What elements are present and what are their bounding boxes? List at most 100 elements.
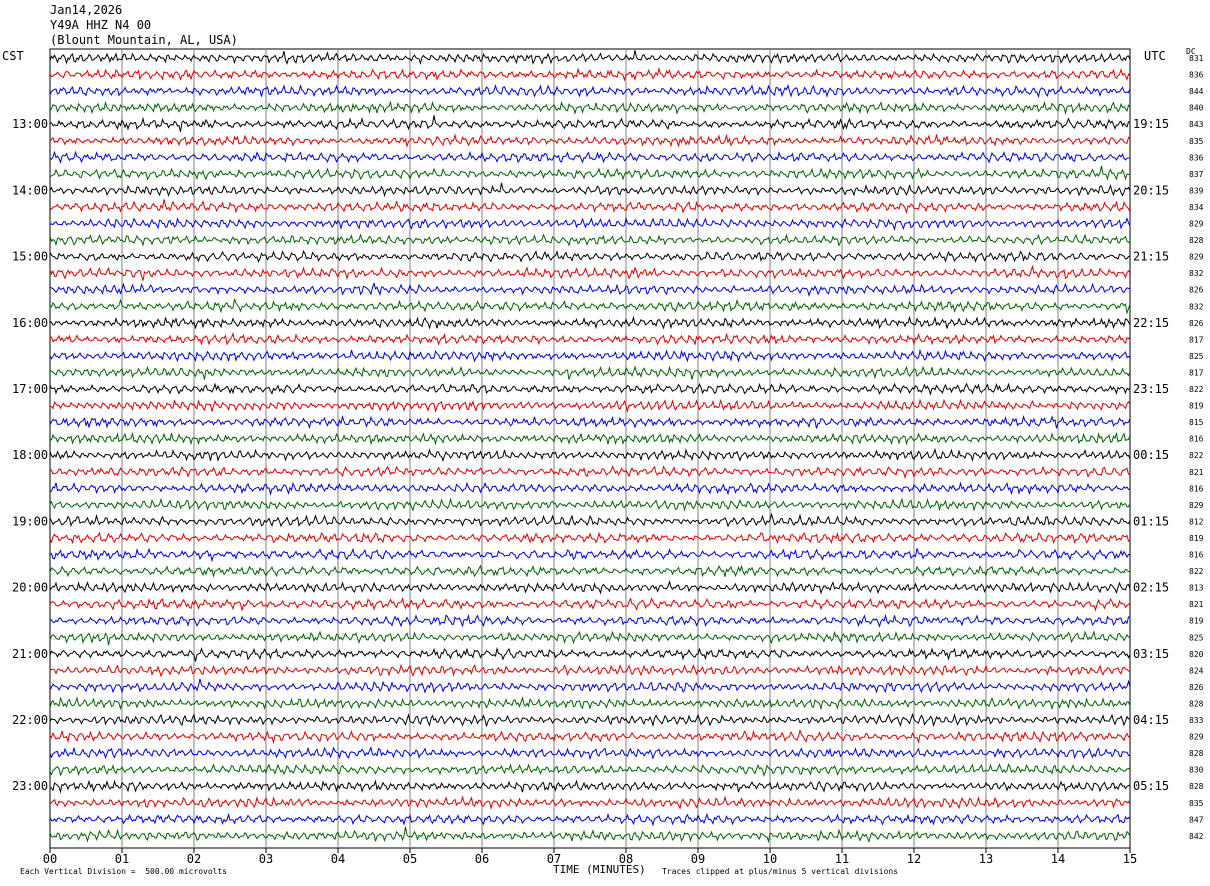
trace-row-40 xyxy=(49,696,1131,711)
label-layer: 00 01 02 03 04 05 06 07 08 09 10 11 12 13 14 15 831 836 84… xyxy=(12,54,1204,866)
trace-row-38 xyxy=(49,663,1131,678)
left-hour-label: 13:00 xyxy=(12,117,48,131)
trace-row-27 xyxy=(49,481,1131,496)
trace-row-47 xyxy=(49,812,1131,827)
trace-row-12 xyxy=(49,233,1131,247)
header-location: (Blount Mountain, AL, USA) xyxy=(50,33,238,47)
x-tick-label: 08 xyxy=(619,852,633,866)
dc-offset-label: 819 xyxy=(1189,402,1204,411)
right-timezone-label: UTC xyxy=(1144,49,1166,63)
left-hour-label: 23:00 xyxy=(12,779,48,793)
x-tick-label: 04 xyxy=(331,852,345,866)
right-hour-label: 23:15 xyxy=(1133,382,1169,396)
trace-row-18 xyxy=(49,332,1131,346)
trace-row-35 xyxy=(49,613,1131,628)
x-tick-label: 07 xyxy=(547,852,561,866)
x-axis-title: TIME (MINUTES) xyxy=(553,863,646,876)
trace-row-24 xyxy=(49,431,1131,446)
trace-row-8 xyxy=(49,165,1131,181)
right-hour-label: 04:15 xyxy=(1133,713,1169,727)
trace-row-32 xyxy=(49,564,1131,578)
dc-offset-label: 820 xyxy=(1189,650,1204,659)
scale-note: Each Vertical Division = 500.00 microvol… xyxy=(20,867,228,876)
trace-row-30 xyxy=(49,531,1131,545)
left-hour-label: 20:00 xyxy=(12,581,48,595)
trace-row-11 xyxy=(49,216,1131,232)
plot-frame xyxy=(49,48,1131,849)
x-tick-label: 11 xyxy=(835,852,849,866)
dc-offset-label: 816 xyxy=(1189,551,1204,560)
dc-offset-label: 817 xyxy=(1189,335,1204,344)
x-tick-label: 09 xyxy=(691,852,705,866)
left-hour-label: 18:00 xyxy=(12,448,48,462)
trace-row-7 xyxy=(49,150,1131,165)
x-tick-label: 02 xyxy=(187,852,201,866)
x-tick-label: 06 xyxy=(475,852,489,866)
x-tick-label: 03 xyxy=(259,852,273,866)
dc-offset-label: 821 xyxy=(1189,468,1204,477)
dc-offset-label: 817 xyxy=(1189,368,1204,377)
trace-row-4 xyxy=(49,100,1131,116)
x-tick-label: 05 xyxy=(403,852,417,866)
trace-row-16 xyxy=(49,298,1131,315)
dc-offset-label: 836 xyxy=(1189,71,1204,80)
dc-offset-label: 832 xyxy=(1189,302,1204,311)
dc-offset-label: 829 xyxy=(1189,253,1204,262)
dc-offset-label: 815 xyxy=(1189,418,1204,427)
trace-row-48 xyxy=(49,826,1131,844)
trace-row-29 xyxy=(49,512,1131,528)
trace-row-25 xyxy=(49,447,1131,463)
trace-row-43 xyxy=(49,746,1131,761)
trace-row-14 xyxy=(49,264,1131,281)
trace-row-23 xyxy=(49,414,1131,429)
right-hour-label: 05:15 xyxy=(1133,779,1169,793)
left-hour-label: 15:00 xyxy=(12,250,48,264)
dc-offset-label: 825 xyxy=(1189,633,1204,642)
dc-offset-label: 822 xyxy=(1189,567,1204,576)
dc-offset-label: 826 xyxy=(1189,683,1204,692)
x-tick-label: 14 xyxy=(1051,852,1065,866)
header-date: Jan14,2026 xyxy=(50,3,123,17)
trace-row-17 xyxy=(49,315,1131,330)
x-tick-label: 15 xyxy=(1123,852,1137,866)
dc-offset-label: 830 xyxy=(1189,766,1204,775)
dc-offset-label: 819 xyxy=(1189,534,1204,543)
trace-row-46 xyxy=(49,795,1131,811)
trace-row-9 xyxy=(49,182,1131,198)
right-hour-label: 01:15 xyxy=(1133,514,1169,528)
right-hour-label: 03:15 xyxy=(1133,647,1169,661)
dc-offset-label: 828 xyxy=(1189,699,1204,708)
dc-offset-label: 828 xyxy=(1189,236,1204,245)
clip-note: Traces clipped at plus/minus 5 vertical … xyxy=(662,867,899,876)
trace-row-31 xyxy=(49,547,1131,563)
dc-offset-label: 829 xyxy=(1189,501,1204,510)
dc-label: DC xyxy=(1186,47,1196,56)
x-tick-label: 13 xyxy=(979,852,993,866)
dc-offset-label: 843 xyxy=(1189,120,1204,129)
dc-offset-label: 834 xyxy=(1189,203,1204,212)
trace-row-28 xyxy=(49,497,1131,512)
dc-offset-label: 812 xyxy=(1189,517,1204,526)
right-hour-label: 02:15 xyxy=(1133,581,1169,595)
trace-row-5 xyxy=(49,115,1131,132)
dc-offset-label: 822 xyxy=(1189,385,1204,394)
trace-row-6 xyxy=(49,133,1131,149)
right-hour-label: 20:15 xyxy=(1133,183,1169,197)
trace-row-45 xyxy=(49,779,1131,794)
left-hour-label: 19:00 xyxy=(12,514,48,528)
dc-offset-label: 828 xyxy=(1189,749,1204,758)
trace-row-33 xyxy=(49,579,1131,595)
trace-row-37 xyxy=(49,646,1131,662)
right-hour-label: 19:15 xyxy=(1133,117,1169,131)
trace-row-39 xyxy=(49,678,1131,694)
x-tick-label: 00 xyxy=(43,852,57,866)
trace-layer xyxy=(49,50,1131,844)
x-tick-label: 12 xyxy=(907,852,921,866)
trace-row-36 xyxy=(49,630,1131,646)
dc-offset-label: 819 xyxy=(1189,617,1204,626)
dc-offset-label: 835 xyxy=(1189,137,1204,146)
trace-row-34 xyxy=(49,597,1131,612)
trace-row-22 xyxy=(49,398,1131,414)
left-hour-label: 22:00 xyxy=(12,713,48,727)
dc-offset-label: 837 xyxy=(1189,170,1204,179)
